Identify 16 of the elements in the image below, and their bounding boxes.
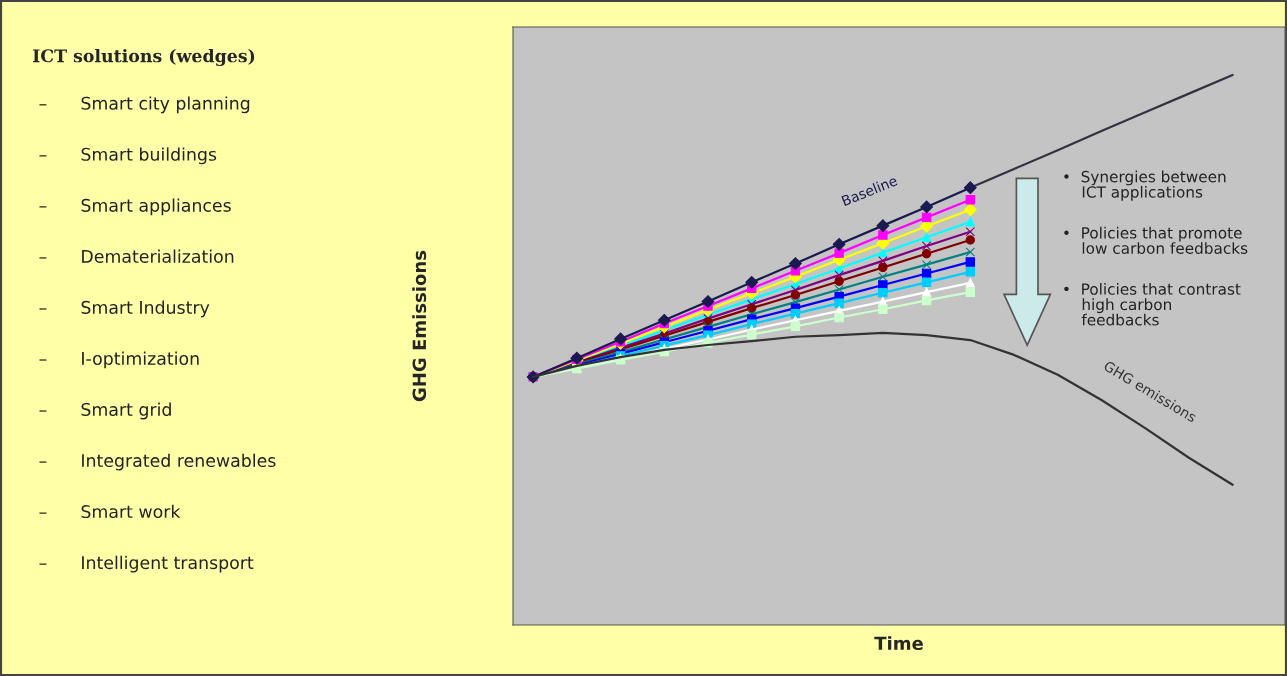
annotation: • Synergies between ICT applications: [1064, 170, 1226, 201]
text: – Smart work: [39, 504, 181, 519]
text: – I-optimization: [39, 351, 199, 369]
text: – Smart grid: [39, 402, 171, 420]
text: – Smart city planning: [39, 96, 250, 114]
text: – Dematerialization: [39, 249, 234, 263]
text: ICT solutions (wedges): [32, 48, 255, 66]
text: – Smart buildings: [39, 147, 217, 165]
text: – Smart appliances: [39, 198, 231, 216]
y-axis-title: GHG Emissions: [412, 250, 427, 402]
annotation: • Policies that contrast high carbon feedbacks: [1064, 282, 1241, 326]
text: – Integrated renewables: [39, 453, 276, 471]
text: – Smart Industry: [39, 300, 210, 318]
x-axis-title: Time: [874, 636, 923, 651]
annotation: • Policies that promote low carbon feedbacks: [1064, 226, 1248, 254]
text: – Intelligent transport: [39, 555, 254, 573]
